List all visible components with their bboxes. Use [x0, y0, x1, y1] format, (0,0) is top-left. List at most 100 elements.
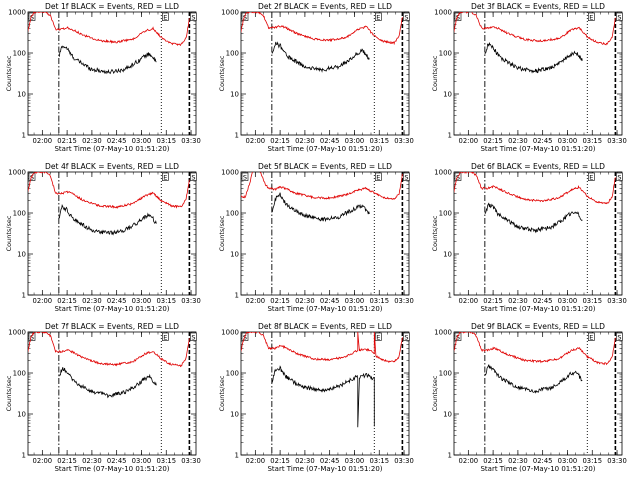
corner-label: S — [243, 13, 247, 21]
panel-chart: Det 6f BLACK = Events, RED = LLD 1 10 100 10… — [431, 162, 627, 313]
corner-label-box — [616, 12, 623, 21]
y-tick-label: 1 — [235, 292, 239, 300]
series-line-events — [484, 202, 583, 234]
y-tick-label: 10 — [230, 251, 239, 259]
x-tick-label: 03:30 — [394, 297, 414, 305]
corner-label-box — [190, 12, 197, 21]
corner-label: S — [617, 333, 621, 341]
corner-label: S — [191, 333, 195, 341]
panel-title: Det 7f BLACK = Events, RED = LLD — [45, 322, 179, 331]
x-tick-label: 02:15 — [270, 137, 290, 145]
x-tick-label: 02:00 — [246, 137, 266, 145]
y-tick-label: 10 — [230, 411, 239, 419]
series-line-lld — [454, 12, 616, 46]
corner-label-box — [161, 172, 169, 181]
series-line-events — [58, 367, 157, 399]
x-tick-label: 03:00 — [345, 297, 365, 305]
series-line-lld — [28, 12, 190, 47]
y-tick-label: 100 — [439, 50, 452, 58]
x-tick-label: 03:00 — [345, 137, 365, 145]
x-tick-label: 02:15 — [270, 457, 290, 465]
x-tick-label: 02:15 — [57, 137, 77, 145]
y-tick-label: 1000 — [221, 329, 239, 337]
corner-label: E — [376, 333, 380, 341]
x-tick-label: 02:00 — [246, 457, 266, 465]
x-tick-label: 02:00 — [246, 297, 266, 305]
x-axis-label: Start Time (07-May-10 01:51:20) — [480, 145, 595, 153]
corner-label-box — [587, 172, 595, 181]
corner-label-box — [190, 172, 197, 181]
x-tick-label: 02:30 — [82, 457, 102, 465]
panel-title: Det 9f BLACK = Events, RED = LLD — [471, 322, 605, 331]
x-tick-label: 03:30 — [607, 297, 627, 305]
x-axis-label: Start Time (07-May-10 01:51:20) — [267, 305, 382, 313]
corner-label-box — [241, 172, 249, 181]
y-tick-label: 1 — [448, 452, 452, 460]
y-tick-label: 1 — [22, 292, 26, 300]
corner-label-box — [161, 12, 169, 21]
x-axis-label: Start Time (07-May-10 01:51:20) — [480, 305, 595, 313]
y-axis-label: Counts/sec — [218, 215, 226, 251]
corner-label-box — [374, 172, 382, 181]
y-tick-label: 1 — [448, 292, 452, 300]
x-tick-label: 02:30 — [295, 137, 315, 145]
y-axis-label: Counts/sec — [431, 375, 439, 411]
series-line-lld — [454, 332, 616, 366]
panel-chart: Det 3f BLACK = Events, RED = LLD 1 10 100 10… — [431, 2, 627, 153]
detector-panel-3: Det 3f BLACK = Events, RED = LLD 1 10 100 10… — [426, 0, 639, 160]
y-tick-label: 1000 — [8, 169, 26, 177]
corner-label-box — [616, 172, 623, 181]
panel-title: Det 1f BLACK = Events, RED = LLD — [45, 2, 179, 11]
corner-label: E — [376, 173, 380, 181]
corner-label: E — [376, 13, 380, 21]
corner-label-box — [403, 332, 410, 341]
y-axis-label: Counts/sec — [218, 55, 226, 91]
series-line-events — [484, 41, 583, 74]
plot-frame — [240, 331, 410, 456]
series-line-lld — [241, 12, 403, 46]
series-line-lld — [241, 332, 403, 364]
x-tick-label: 02:00 — [459, 297, 479, 305]
x-axis-label: Start Time (07-May-10 01:51:20) — [267, 145, 382, 153]
y-tick-label: 100 — [226, 210, 239, 218]
plot-frame — [453, 171, 623, 296]
corner-label-box — [28, 12, 36, 21]
x-tick-label: 02:00 — [459, 457, 479, 465]
detector-panel-7: Det 7f BLACK = Events, RED = LLD 1 10 100 10… — [0, 320, 213, 480]
corner-label-box — [190, 332, 197, 341]
series-line-lld — [454, 172, 616, 205]
x-tick-label: 03:15 — [156, 457, 176, 465]
x-axis-label: Start Time (07-May-10 01:51:20) — [267, 465, 382, 473]
panel-chart: Det 7f BLACK = Events, RED = LLD 1 10 100 10… — [5, 322, 201, 473]
corner-label-box — [454, 332, 462, 341]
x-tick-label: 02:30 — [295, 457, 315, 465]
panel-title: Det 2f BLACK = Events, RED = LLD — [258, 2, 392, 11]
series-line-events — [484, 364, 583, 394]
plot-frame — [27, 11, 197, 136]
x-tick-label: 02:00 — [33, 297, 53, 305]
corner-label: E — [589, 173, 593, 181]
y-axis-label: Counts/sec — [5, 55, 13, 91]
y-tick-label: 100 — [226, 50, 239, 58]
plot-frame — [453, 331, 623, 456]
series-line-events — [271, 365, 375, 428]
corner-label: S — [30, 333, 34, 341]
y-tick-label: 1000 — [8, 329, 26, 337]
corner-label-box — [403, 172, 410, 181]
detector-panel-8: Det 8f BLACK = Events, RED = LLD 1 10 100 10… — [213, 320, 426, 480]
corner-label: E — [589, 13, 593, 21]
series-line-events — [271, 192, 370, 223]
series-line-lld — [241, 172, 403, 200]
x-axis-label: Start Time (07-May-10 01:51:20) — [54, 465, 169, 473]
x-tick-label: 03:00 — [558, 457, 578, 465]
plot-frame — [27, 171, 197, 296]
x-tick-label: 03:15 — [369, 137, 389, 145]
corner-label: S — [617, 13, 621, 21]
x-tick-label: 03:15 — [156, 297, 176, 305]
y-tick-label: 1000 — [434, 9, 452, 17]
y-tick-label: 100 — [439, 370, 452, 378]
y-tick-label: 10 — [443, 251, 452, 259]
y-tick-label: 100 — [439, 210, 452, 218]
y-tick-label: 1000 — [8, 9, 26, 17]
